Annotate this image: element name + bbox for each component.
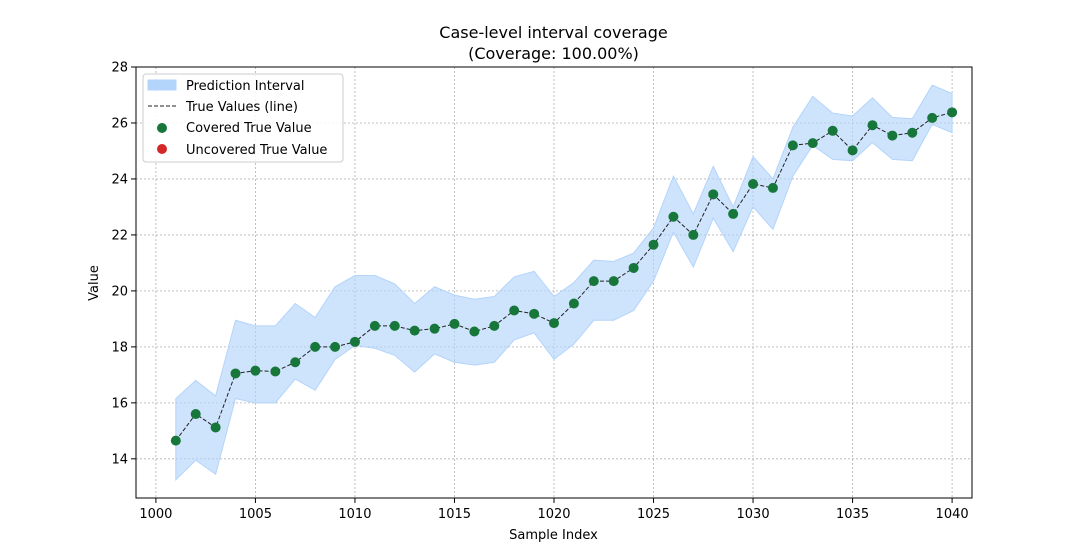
covered-point <box>170 435 181 446</box>
legend-interval-label: Prediction Interval <box>186 79 305 94</box>
y-tick-label: 14 <box>111 452 128 467</box>
covered-point <box>489 320 500 331</box>
covered-point <box>469 326 480 337</box>
legend-interval-swatch <box>147 79 177 91</box>
x-tick-label: 1025 <box>637 507 670 522</box>
y-ticks: 14 16 18 20 22 24 26 28 <box>111 61 136 467</box>
y-tick-label: 22 <box>111 228 128 243</box>
covered-point <box>449 318 460 329</box>
x-tick-label: 1040 <box>936 507 969 522</box>
covered-point <box>827 125 838 136</box>
point-layer <box>170 107 958 446</box>
legend-covered-label: Covered True Value <box>186 121 312 136</box>
x-ticks: 1000 1005 1010 1015 1020 1025 1030 1035 1040 <box>139 498 969 522</box>
true-line-layer <box>175 111 953 441</box>
legend-uncovered-swatch <box>157 144 167 154</box>
covered-point <box>887 130 898 141</box>
legend-uncovered-label: Uncovered True Value <box>186 143 327 158</box>
legend-line-label: True Values (line) <box>185 100 298 115</box>
covered-point <box>927 112 938 123</box>
covered-point <box>907 127 918 138</box>
covered-point <box>509 305 520 316</box>
covered-point <box>389 320 400 331</box>
covered-point <box>588 276 599 287</box>
y-tick-label: 26 <box>111 116 128 131</box>
chart-title-line1: Case-level interval coverage <box>439 23 667 42</box>
chart-title-line2: (Coverage: 100.00%) <box>468 44 639 63</box>
y-tick-label: 20 <box>111 284 128 299</box>
x-tick-label: 1035 <box>836 507 869 522</box>
covered-point <box>847 145 858 156</box>
covered-point <box>409 325 420 336</box>
covered-point <box>210 422 221 433</box>
covered-point <box>549 318 559 329</box>
covered-point <box>688 229 699 240</box>
y-tick-label: 24 <box>111 172 128 187</box>
y-tick-label: 28 <box>111 61 128 76</box>
legend-covered-swatch <box>157 123 167 133</box>
covered-point <box>270 366 281 377</box>
x-tick-label: 1000 <box>139 507 172 522</box>
true-values-line <box>175 111 953 441</box>
covered-point <box>310 341 321 352</box>
covered-point <box>568 298 579 309</box>
x-tick-label: 1005 <box>239 507 272 522</box>
covered-point <box>290 357 301 368</box>
covered-point <box>230 368 241 379</box>
y-axis-label: Value <box>87 265 102 301</box>
legend: Prediction Interval True Values (line) C… <box>142 73 344 163</box>
covered-point <box>767 182 778 193</box>
covered-point <box>807 138 818 149</box>
covered-point <box>628 262 639 273</box>
covered-point <box>250 365 261 376</box>
x-tick-label: 1010 <box>338 507 371 522</box>
covered-point <box>608 276 619 287</box>
covered-point <box>529 308 540 319</box>
covered-point <box>330 341 341 352</box>
covered-point <box>708 189 719 200</box>
y-tick-label: 16 <box>111 396 128 411</box>
covered-point <box>369 320 380 331</box>
y-tick-label: 18 <box>111 340 128 355</box>
legend-frame <box>142 73 344 163</box>
covered-point <box>748 178 759 189</box>
x-axis-label: Sample Index <box>509 528 598 543</box>
covered-point <box>787 140 798 151</box>
x-tick-label: 1015 <box>438 507 471 522</box>
covered-point <box>429 323 440 334</box>
covered-point <box>190 409 201 420</box>
covered-point <box>668 211 679 222</box>
covered-point <box>349 336 360 347</box>
covered-point <box>728 208 739 219</box>
x-tick-label: 1030 <box>737 507 770 522</box>
covered-point <box>648 239 659 250</box>
covered-point <box>867 120 878 131</box>
covered-point <box>947 107 958 118</box>
x-tick-label: 1020 <box>537 507 570 522</box>
